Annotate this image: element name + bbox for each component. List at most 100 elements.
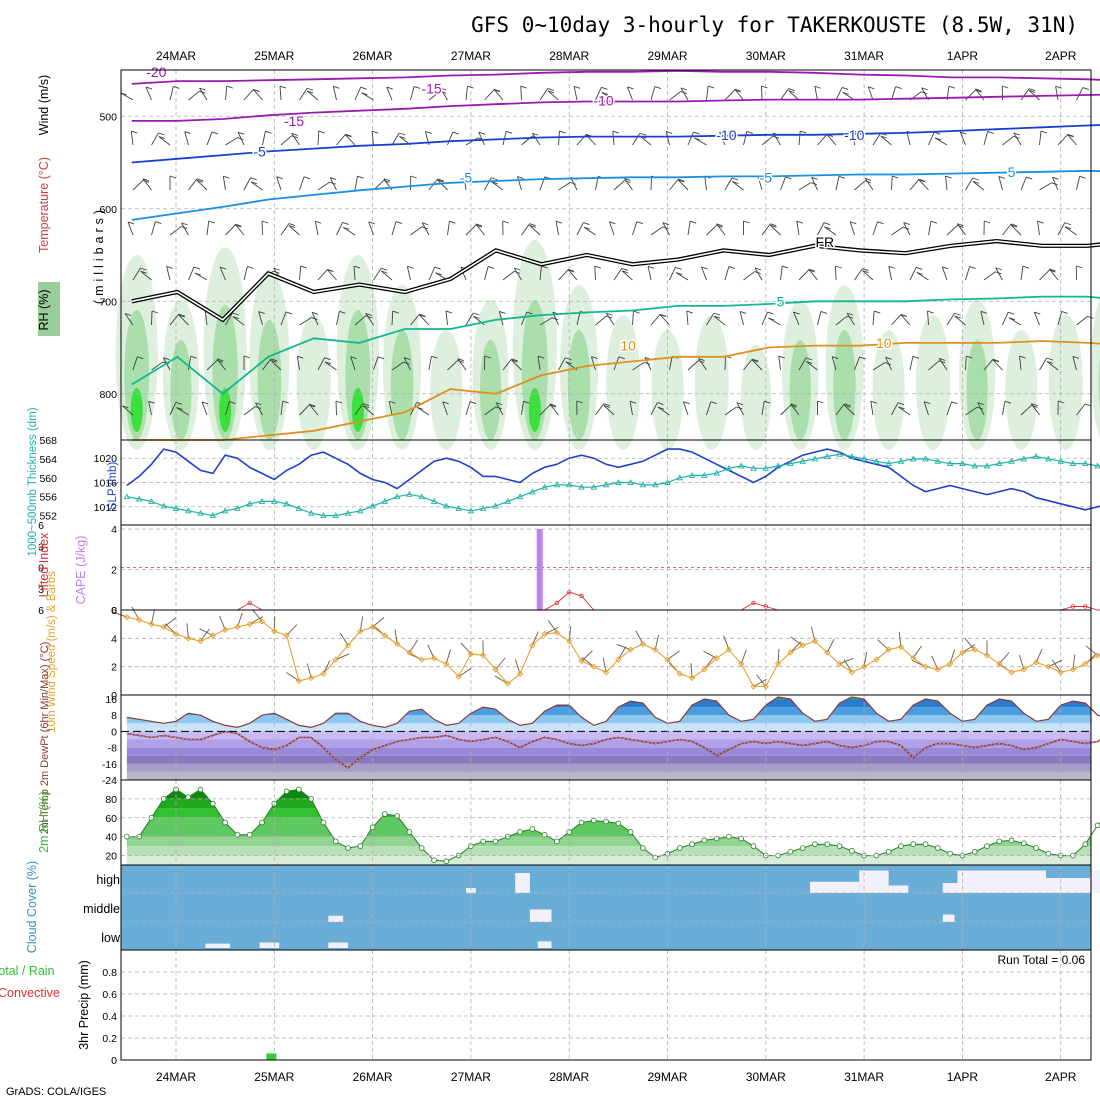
wind-barb	[891, 226, 904, 236]
wind10m-marker	[394, 640, 401, 648]
wind-barb-flag	[258, 311, 265, 314]
wind-barb	[798, 131, 801, 146]
wind-barb-flag	[1084, 403, 1092, 407]
wind-barb-flag	[603, 403, 610, 407]
rh-shading-moist	[124, 310, 150, 440]
wind-barb	[995, 267, 1003, 281]
wind-barb	[178, 314, 189, 326]
wind-barb	[491, 181, 504, 191]
thickness-marker	[860, 455, 868, 462]
rh2m-marker	[627, 829, 634, 835]
cloud-block	[465, 888, 476, 893]
wind10m-marker	[357, 628, 364, 635]
thickness-marker	[737, 462, 745, 469]
tick-label: 6	[38, 605, 44, 617]
thickness-marker	[283, 500, 290, 507]
wind-barb-flag	[273, 267, 280, 271]
rh-shading	[296, 315, 331, 450]
precip-series-layer	[266, 1053, 277, 1060]
wind-barb-flag	[362, 405, 370, 409]
wind-barb-flag	[431, 355, 438, 359]
wind10m-marker	[136, 616, 143, 624]
wind-barb-flag	[270, 358, 278, 362]
wind-barb-flag	[291, 132, 298, 136]
slp-series-layer	[123, 448, 1100, 519]
wind-barb-flag	[918, 179, 926, 183]
wind10m-marker	[578, 657, 585, 665]
tick-label: 568	[39, 435, 57, 447]
wind-barb	[206, 131, 213, 146]
wind-barb	[465, 137, 479, 146]
rh2m-marker	[1045, 850, 1052, 857]
contour-label: 10	[620, 338, 636, 354]
wind-barb-flag	[624, 180, 631, 184]
wind-barb-flag	[311, 317, 318, 321]
wind-barb-flag	[541, 265, 548, 269]
wind-barb-flag	[770, 223, 777, 227]
wind-barb-flag	[514, 267, 521, 271]
wind-barb	[555, 221, 559, 236]
wind-barb-flag	[618, 356, 625, 360]
thickness-marker	[406, 490, 413, 497]
wind10m-marker	[418, 656, 425, 663]
wind-barb-flag	[951, 401, 958, 405]
wind-barb	[872, 133, 882, 146]
wind-barb-flag	[698, 360, 705, 364]
thickness-marker	[258, 497, 266, 504]
wind-barb-flag	[957, 225, 964, 228]
wind-barb-flag	[1008, 311, 1015, 315]
wind-barb	[169, 402, 177, 416]
wind-barb-flag	[529, 225, 536, 228]
tick-label: 8	[111, 710, 117, 722]
rh2m-marker	[210, 800, 216, 807]
wind-barb	[946, 225, 958, 236]
wind-barb-flag	[960, 131, 967, 135]
date-label-bottom: 1APR	[947, 1070, 979, 1084]
wind10m-barb	[131, 606, 140, 621]
tick-label: 0	[111, 1055, 117, 1067]
tick-label: 0	[38, 563, 44, 575]
wind-barb-flag	[752, 358, 759, 362]
wind10m-marker	[750, 683, 757, 690]
wind-barb	[151, 221, 156, 236]
wind-barb-flag	[511, 359, 518, 363]
wind-barb	[558, 181, 571, 191]
wind-barb	[442, 401, 448, 416]
wind-barb	[928, 132, 935, 146]
thickness-marker	[959, 460, 966, 467]
wind-barb	[650, 402, 658, 416]
wind-barb-flag	[838, 175, 846, 179]
wind-barb	[778, 356, 781, 371]
tick-label: 0.2	[102, 1033, 117, 1045]
wind-barb-flag	[1034, 311, 1041, 315]
wind-barb-flag	[862, 270, 869, 274]
wind10m-series-layer	[123, 613, 1100, 690]
wind-barb-flag	[1052, 176, 1059, 180]
wind-barb	[130, 131, 134, 146]
wind-barb	[1076, 176, 1081, 191]
wind-barb	[354, 315, 366, 326]
wind-barb	[1076, 316, 1088, 326]
wind-barb	[743, 131, 748, 146]
wind-barb	[371, 131, 374, 146]
precip-panel: 0 0.2 0.4 0.6 0.8 Total / Rain Convective 3h…	[0, 949, 1092, 1067]
wind-barb	[796, 221, 800, 236]
wind-barb-flag	[475, 223, 483, 227]
wind-barb	[657, 406, 670, 416]
wind10m-marker	[713, 655, 720, 662]
wind-barb-flag	[912, 355, 920, 359]
wind-barb	[928, 221, 932, 236]
wind-barb-flag	[1046, 357, 1053, 361]
wind-barb	[965, 89, 976, 101]
wind-barb-flag	[924, 401, 931, 405]
wind-barb-flag	[223, 175, 230, 179]
wind-barb	[1010, 224, 1022, 236]
wind-barb-flag	[874, 310, 881, 314]
wind-barb-flag	[440, 87, 447, 91]
wind-barb	[1039, 182, 1052, 191]
wind-barb-flag	[659, 314, 667, 318]
wind-barb-flag	[1064, 222, 1071, 226]
upper-air-ylabel: (millibars)	[92, 206, 106, 304]
wind-barb	[732, 181, 744, 191]
temp-band	[126, 697, 1091, 700]
